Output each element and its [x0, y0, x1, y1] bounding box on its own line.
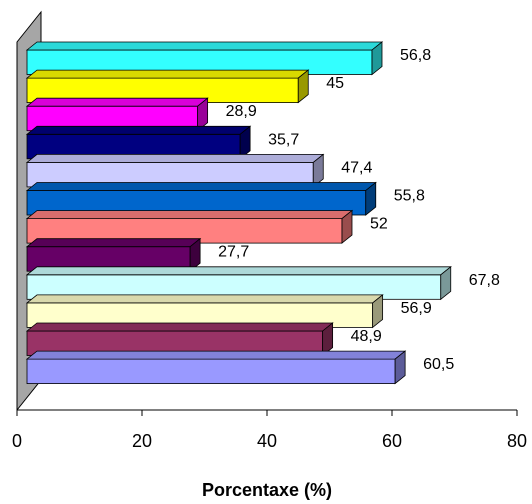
bar — [25, 41, 384, 76]
bar-top-face — [25, 97, 209, 107]
data-label: 47,4 — [341, 159, 372, 176]
x-tick-label: 80 — [507, 431, 527, 451]
x-axis-ticks: 0 20 40 60 80 — [12, 410, 527, 451]
bar-side-face — [189, 237, 201, 273]
bar-side-face — [312, 153, 324, 188]
data-label: 56,9 — [401, 300, 432, 317]
bar-side-face — [394, 350, 406, 385]
bar-side-face — [297, 69, 309, 104]
bar-side-face — [365, 181, 377, 216]
data-label: 56,8 — [400, 47, 431, 64]
bar-top-face — [25, 41, 384, 51]
x-tick-label: 20 — [132, 431, 152, 451]
bar-side-face — [440, 265, 452, 301]
bar — [25, 322, 334, 357]
bar-top-face — [25, 69, 310, 79]
bar — [25, 294, 384, 329]
data-label: 35,7 — [268, 131, 299, 148]
bars-group — [25, 41, 452, 385]
bar-top-face — [25, 294, 384, 304]
data-label: 28,9 — [226, 103, 257, 120]
x-axis-title: Porcentaxe (%) — [202, 480, 332, 500]
data-label: 48,9 — [351, 328, 382, 345]
bar — [25, 237, 202, 273]
data-label: 27,7 — [218, 244, 249, 261]
data-labels-group: 56,8 45 28,9 35,7 47,4 55,8 52 27,7 67,8 56,9 48,9… — [218, 47, 500, 373]
data-label: 67,8 — [469, 272, 500, 289]
bar — [25, 69, 310, 104]
bar-front-face — [26, 358, 396, 385]
bar — [25, 265, 452, 301]
bar-top-face — [25, 266, 452, 276]
bar-top-face — [25, 182, 377, 191]
bar-top-face — [25, 350, 407, 360]
bar — [25, 153, 325, 188]
bar-side-face — [341, 209, 353, 244]
bar-top-face — [25, 153, 325, 163]
bar — [25, 181, 377, 216]
data-label: 52 — [370, 216, 388, 233]
x-tick-label: 40 — [257, 431, 277, 451]
bar-side-face — [322, 322, 334, 357]
bar — [25, 209, 354, 244]
data-label: 45 — [326, 75, 344, 92]
x-tick-label: 0 — [12, 431, 22, 451]
data-label: 55,8 — [394, 188, 425, 205]
bar — [25, 97, 209, 132]
bar-top-face — [25, 238, 202, 248]
bar-side-face — [372, 294, 384, 329]
bar-top-face — [25, 125, 252, 135]
bar-side-face — [239, 125, 251, 160]
bar — [25, 125, 252, 160]
x-tick-label: 60 — [382, 431, 402, 451]
bar-side-face — [197, 97, 209, 132]
bar — [25, 350, 407, 385]
bar-side-face — [371, 41, 383, 76]
data-label: 60,5 — [423, 356, 454, 373]
bar-top-face — [25, 210, 354, 220]
bar-top-face — [25, 322, 334, 332]
